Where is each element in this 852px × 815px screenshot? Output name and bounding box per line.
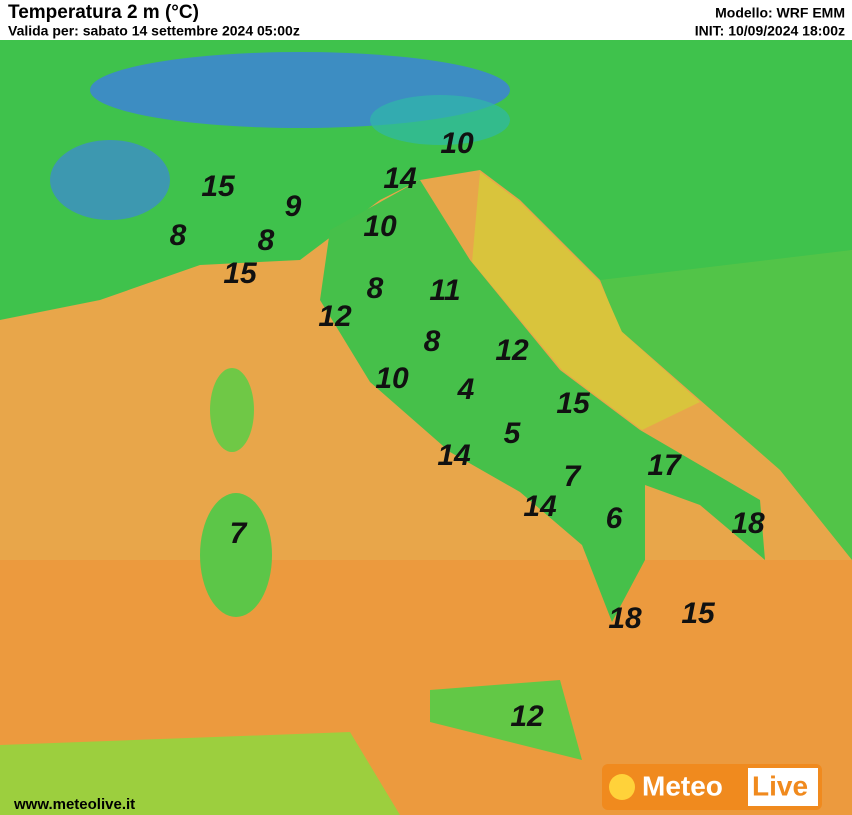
temperature-label: 6	[606, 502, 623, 535]
temperature-label: 4	[457, 373, 475, 406]
temperature-label: 5	[504, 417, 522, 450]
temperature-label: 14	[523, 490, 557, 523]
temperature-label: 18	[608, 602, 642, 635]
init: INIT: 10/09/2024 18:00z	[695, 23, 845, 39]
temperature-label: 10	[375, 362, 409, 395]
corsica	[210, 368, 254, 452]
temperature-label: 12	[318, 300, 352, 333]
temperature-label: 10	[363, 210, 397, 243]
header-band	[0, 0, 852, 40]
temperature-label: 12	[495, 334, 529, 367]
logo-text: Live	[752, 770, 808, 801]
website: www.meteolive.it	[13, 796, 135, 813]
temperature-label: 15	[681, 597, 716, 630]
temperature-label: 7	[564, 460, 582, 493]
title: Temperatura 2 m (°C)	[8, 2, 199, 23]
alps-east	[370, 95, 510, 145]
temperature-label: 15	[223, 257, 258, 290]
temperature-label: 14	[383, 162, 417, 195]
temperature-label: 12	[510, 700, 544, 733]
temperature-label: 10	[440, 127, 474, 160]
adriatic	[472, 172, 700, 430]
sicily	[430, 680, 582, 760]
temperature-label: 15	[201, 170, 236, 203]
land-balkans	[600, 250, 852, 560]
sardinia	[200, 493, 272, 617]
temperature-label: 7	[230, 517, 248, 550]
subtitle: Valida per: sabato 14 settembre 2024 05:…	[8, 23, 300, 39]
logo-box	[748, 768, 818, 806]
temperature-label: 11	[429, 274, 460, 307]
alps-west-cold	[50, 140, 170, 220]
africa	[0, 732, 400, 815]
temperature-label: 15	[556, 387, 591, 420]
temperature-label: 9	[285, 190, 302, 223]
model: Modello: WRF EMM	[715, 5, 845, 21]
temperature-label: 8	[424, 325, 441, 358]
temperature-label: 8	[367, 272, 384, 305]
temperature-label: 18	[731, 507, 765, 540]
logo-sun	[609, 774, 635, 800]
temperature-label: 14	[437, 439, 471, 472]
logo-text: Meteo	[642, 770, 723, 801]
temperature-label: 8	[258, 224, 275, 257]
temperature-label: 17	[647, 449, 682, 482]
temperature-label: 8	[170, 219, 187, 252]
land-italy	[320, 180, 765, 622]
